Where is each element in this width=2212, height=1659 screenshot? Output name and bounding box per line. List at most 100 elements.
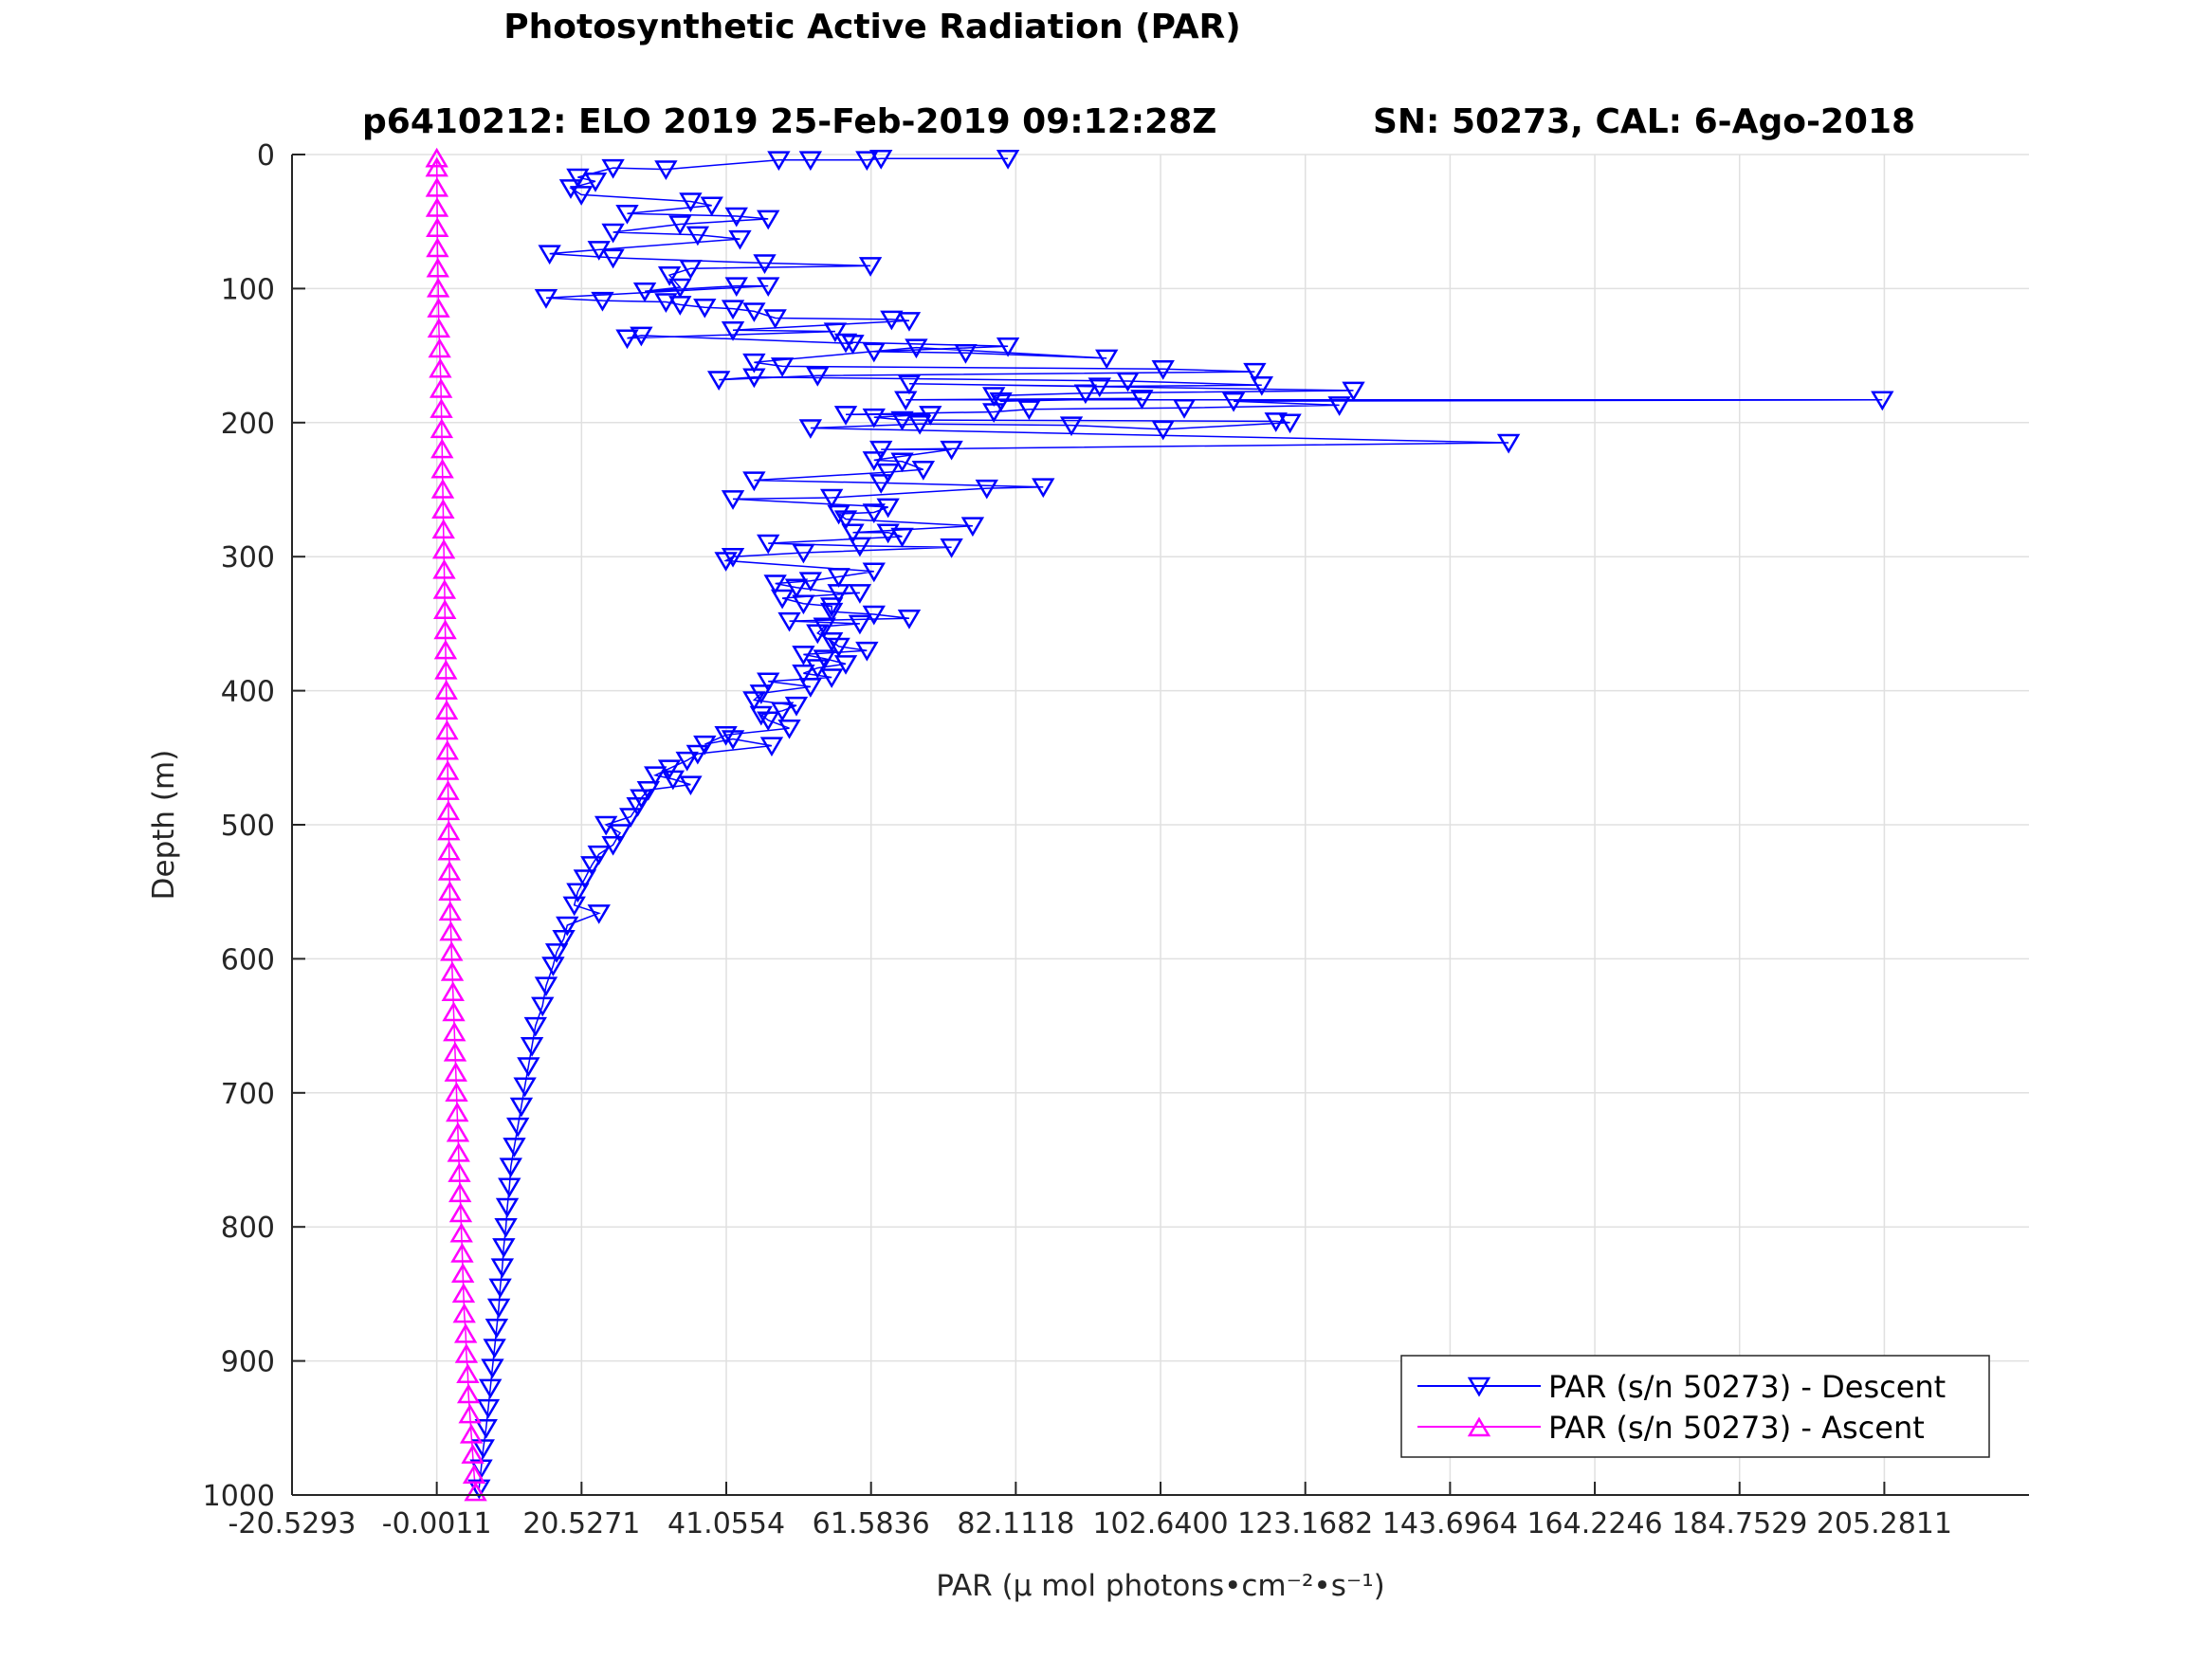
descent-point <box>474 1419 498 1439</box>
ascent-point <box>425 197 449 217</box>
descent-point <box>975 479 998 500</box>
x-axis-label: PAR (μ mol photons•cm⁻²•s⁻¹) <box>936 1569 1384 1603</box>
descent-point <box>558 179 583 199</box>
descent-point <box>471 1439 495 1459</box>
descent-point <box>531 996 555 1017</box>
descent-point <box>827 637 850 658</box>
ascent-point <box>446 1121 470 1142</box>
descent-point <box>919 406 942 426</box>
descent-point <box>668 296 692 316</box>
descent-point <box>996 149 1020 170</box>
descent-point <box>827 504 850 525</box>
descent-point <box>827 568 850 588</box>
ascent-point <box>429 377 453 398</box>
descent-point <box>897 374 922 395</box>
x-tick-label: 61.5836 <box>813 1507 930 1540</box>
descent-point <box>869 149 893 170</box>
descent-point <box>484 1319 509 1339</box>
descent-point <box>679 775 703 796</box>
descent-point <box>767 151 791 172</box>
legend-box <box>1400 1355 1990 1458</box>
descent-point <box>763 574 787 594</box>
descent-point <box>601 835 625 856</box>
ascent-point <box>426 217 449 238</box>
descent-point <box>757 711 780 732</box>
descent-point <box>686 226 710 246</box>
descent-point <box>654 293 678 314</box>
ascent-point <box>425 147 448 168</box>
descent-point <box>1264 412 1288 432</box>
ascent-point <box>434 700 459 720</box>
y-tick-label: 0 <box>257 139 275 173</box>
descent-point <box>657 266 682 286</box>
ascent-point <box>456 1363 480 1383</box>
descent-point <box>848 614 872 635</box>
descent-point <box>499 1158 522 1178</box>
descent-point <box>706 371 731 392</box>
descent-point <box>777 719 801 739</box>
descent-point <box>770 589 795 610</box>
x-tick-label: 20.5271 <box>522 1507 640 1540</box>
descent-point <box>869 440 893 461</box>
descent-point <box>890 410 914 431</box>
descent-point <box>869 474 893 494</box>
ascent-point <box>433 599 457 620</box>
descent-point <box>749 705 773 726</box>
descent-point <box>728 229 752 250</box>
x-tick-label: 41.0554 <box>667 1507 785 1540</box>
descent-point <box>608 824 632 844</box>
legend-descent-marker-icon <box>1467 1376 1491 1397</box>
descent-point <box>862 605 886 626</box>
descent-point <box>862 503 886 524</box>
descent-point <box>566 883 590 903</box>
descent-point <box>819 632 844 652</box>
descent-point <box>876 463 900 483</box>
x-tick-label: 82.1118 <box>957 1507 1074 1540</box>
ascent-point <box>464 1481 487 1502</box>
descent-point <box>890 527 914 548</box>
y-tick-label: 400 <box>221 676 275 709</box>
ascent-point <box>433 619 457 640</box>
descent-point <box>523 1016 547 1037</box>
descent-point <box>890 452 914 473</box>
descent-point <box>556 916 579 937</box>
descent-point <box>819 602 844 623</box>
ascent-point <box>443 1041 467 1062</box>
descent-point <box>862 408 886 428</box>
descent-point <box>798 419 823 439</box>
descent-point <box>668 215 692 235</box>
descent-point <box>693 735 717 756</box>
descent-point <box>721 730 745 750</box>
descent-point <box>777 611 801 632</box>
descent-point <box>686 744 710 765</box>
descent-point <box>848 537 872 557</box>
ascent-point <box>448 1202 473 1223</box>
descent-point <box>982 387 1006 407</box>
ascent-point <box>426 257 449 278</box>
y-tick-label: 200 <box>221 408 275 441</box>
descent-point <box>757 672 780 693</box>
ascent-point <box>439 921 463 941</box>
ascent-point <box>444 1062 467 1082</box>
descent-point <box>615 204 639 225</box>
x-tick-label: -0.0011 <box>382 1507 492 1540</box>
descent-point <box>679 259 703 280</box>
descent-point <box>792 646 815 665</box>
descent-point <box>486 1298 511 1319</box>
chart-subtitle-profile: p6410212: ELO 2019 25-Feb-2019 09:12:28Z <box>362 102 1216 141</box>
descent-point <box>721 490 745 510</box>
descent-point <box>742 302 766 322</box>
descent-point <box>798 151 823 172</box>
descent-point <box>538 245 561 265</box>
descent-point <box>841 523 865 544</box>
descent-point <box>483 1339 506 1358</box>
ascent-point <box>437 861 462 881</box>
ascent-point <box>436 780 460 800</box>
descent-point <box>806 659 830 680</box>
descent-point <box>897 312 922 332</box>
ascent-point <box>441 981 465 1001</box>
ascent-point <box>452 1303 476 1323</box>
ascent-point <box>433 639 458 660</box>
ascent-point <box>447 1141 470 1162</box>
